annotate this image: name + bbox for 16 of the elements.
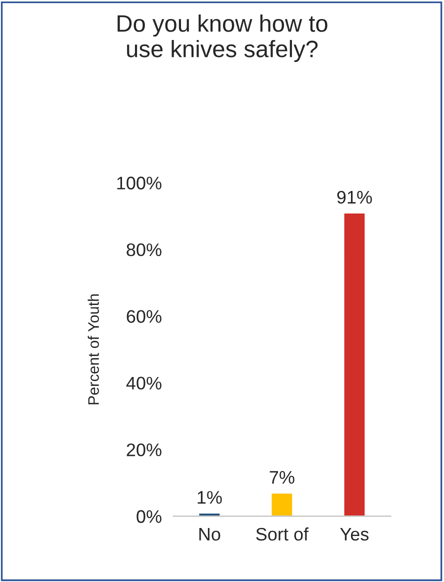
y-tick-label: 80% xyxy=(126,243,162,256)
y-tick-label: 60% xyxy=(126,310,162,323)
x-tick-label: No xyxy=(199,528,220,541)
y-tick-label: 40% xyxy=(126,376,162,390)
y-tick-label: 20% xyxy=(126,443,162,456)
chart-title: Do you know how to use knives safely? xyxy=(118,14,328,62)
x-tick-label: Yes xyxy=(340,528,369,541)
x-tick-label: Sort of xyxy=(256,527,309,541)
y-tick-label: 100% xyxy=(117,176,162,190)
data-label: 7% xyxy=(270,471,294,484)
data-label: 91% xyxy=(337,190,372,204)
y-tick-label: 0% xyxy=(136,510,162,523)
bar xyxy=(342,212,366,516)
y-axis-title: Percent of Youth xyxy=(88,294,99,404)
bar xyxy=(270,492,294,516)
data-label: 1% xyxy=(198,491,222,504)
